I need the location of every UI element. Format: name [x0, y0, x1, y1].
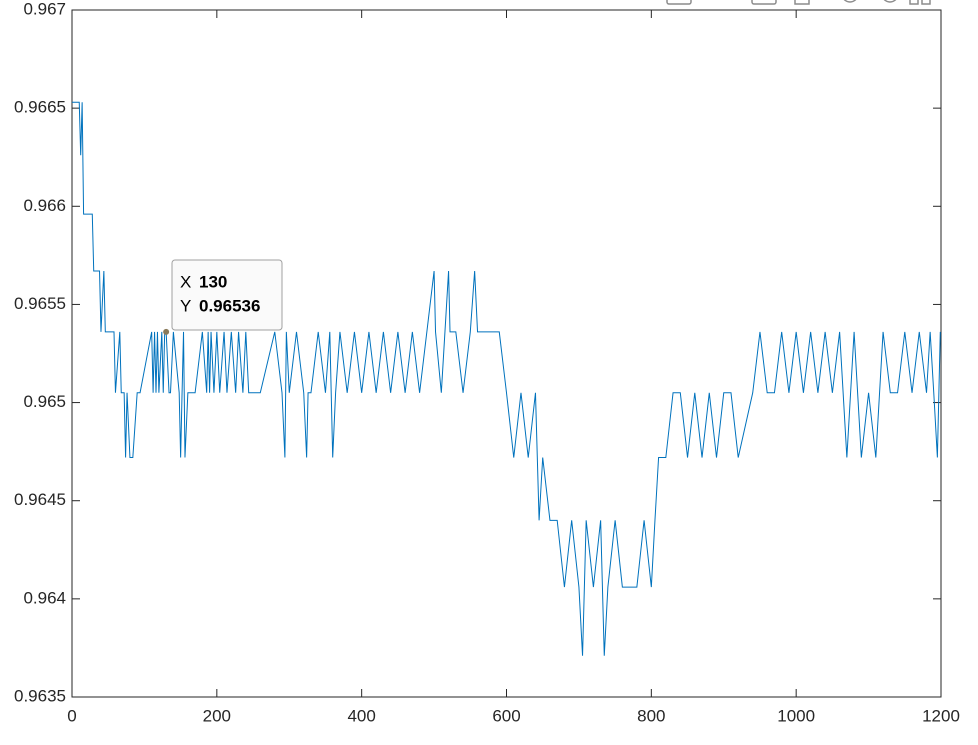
y-tick-label: 0.9645	[14, 490, 66, 509]
datatip[interactable]: X 130 Y 0.96536	[171, 259, 283, 331]
x-tick-label: 0	[67, 706, 76, 725]
x-tick-label: 1000	[777, 706, 815, 725]
datatip-x: 130	[199, 272, 227, 291]
x-tick-label: 800	[637, 706, 665, 725]
y-tick-label: 0.966	[23, 196, 66, 215]
datatip-box	[171, 259, 283, 331]
x-tick-label: 200	[203, 706, 231, 725]
y-tick-label: 0.9655	[14, 294, 66, 313]
y-tick-label: 0.964	[23, 588, 66, 607]
datatip-y-label: Y	[180, 296, 191, 315]
y-tick-label: 0.9665	[14, 98, 66, 117]
plot-area	[71, 9, 942, 698]
datatip-marker	[163, 328, 170, 335]
y-tick-label: 0.9635	[14, 686, 66, 705]
datatip-y: 0.96536	[199, 296, 260, 315]
data-line	[72, 101, 941, 656]
y-tick-label: 0.965	[23, 392, 66, 411]
x-tick-label: 400	[347, 706, 375, 725]
axes-toolbar[interactable]	[666, 0, 931, 5]
y-tick-label: 0.967	[23, 0, 66, 18]
x-tick-label: 1200	[922, 706, 960, 725]
x-tick-label: 600	[492, 706, 520, 725]
datatip-x-label: X	[180, 272, 191, 291]
